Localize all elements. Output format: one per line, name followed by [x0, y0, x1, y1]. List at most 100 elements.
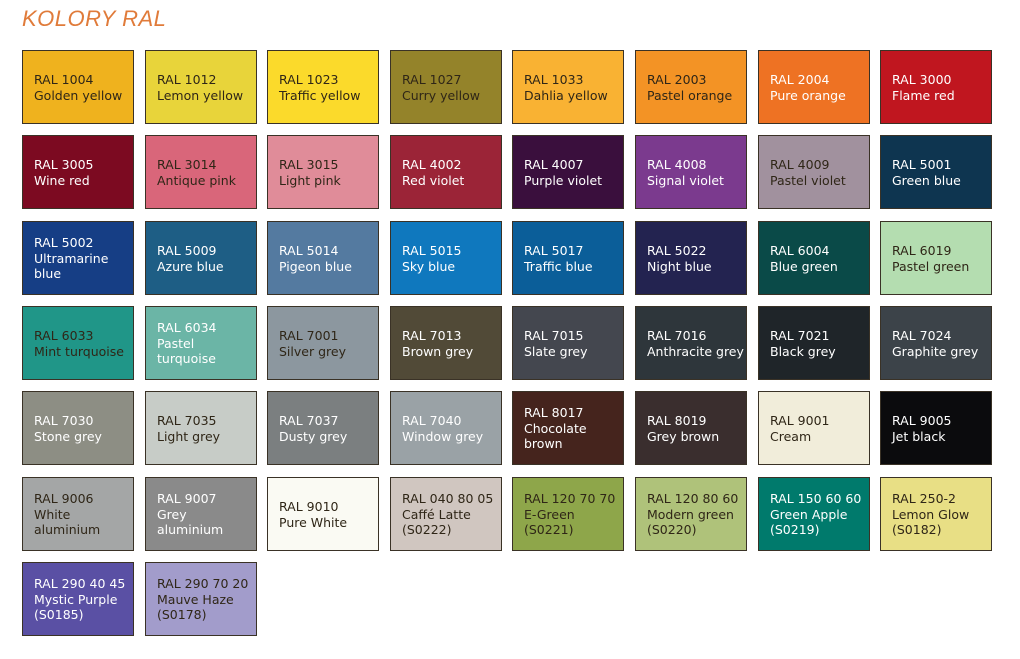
swatch-code: RAL 9010 [279, 498, 339, 514]
swatch-name: E-Green [524, 506, 575, 522]
swatch-code: RAL 1033 [524, 71, 584, 87]
swatch-name: Curry yellow [402, 87, 480, 103]
color-swatch: RAL 4002 Red violet [390, 135, 502, 209]
swatch-code: RAL 7015 [524, 327, 584, 343]
swatch-name: Traffic yellow [279, 87, 361, 103]
swatch-code: RAL 5002 [34, 235, 94, 250]
color-swatch: RAL 7013 Brown grey [390, 306, 502, 380]
swatch-name: Stone grey [34, 428, 102, 444]
swatch-code: RAL 3000 [892, 71, 952, 87]
swatch-code: RAL 4007 [524, 156, 584, 172]
swatch-name: Chocolate brown [524, 421, 587, 451]
color-swatch: RAL 1012 Lemon yellow [145, 50, 257, 124]
swatch-code: RAL 3005 [34, 156, 94, 172]
color-swatch: RAL 7035 Light grey [145, 391, 257, 465]
swatch-code: RAL 7037 [279, 412, 339, 428]
swatch-code: RAL 9006 [34, 491, 94, 506]
swatch-name: Silver grey [279, 343, 346, 359]
swatch-name: Light pink [279, 172, 341, 188]
color-swatch: RAL 7040 Window grey [390, 391, 502, 465]
color-swatch: RAL 7016 Anthracite grey [635, 306, 747, 380]
color-swatch: RAL 1027 Curry yellow [390, 50, 502, 124]
swatch-code: RAL 6033 [34, 327, 94, 343]
swatch-name: Ultramarine blue [34, 251, 109, 281]
swatch-code: RAL 8017 [524, 405, 584, 420]
swatch-code: RAL 6004 [770, 242, 830, 258]
color-swatch: RAL 3000 Flame red [880, 50, 992, 124]
color-swatch: RAL 1004 Golden yellow [22, 50, 134, 124]
swatch-name: White aluminium [34, 507, 101, 537]
swatch-ref: (S0182) [892, 521, 942, 537]
swatch-name: Wine red [34, 172, 90, 188]
color-swatch: RAL 3014 Antique pink [145, 135, 257, 209]
swatch-code: RAL 5001 [892, 156, 952, 172]
color-swatch: RAL 8019 Grey brown [635, 391, 747, 465]
swatch-code: RAL 120 70 70 [524, 490, 616, 506]
swatch-name: Pastel turquoise [157, 336, 216, 366]
swatch-name: Caffé Latte [402, 506, 471, 522]
swatch-name: Pure White [279, 514, 348, 530]
color-swatch: RAL 9005 Jet black [880, 391, 992, 465]
color-swatch: RAL 8017 Chocolate brown [512, 391, 624, 465]
swatch-code: RAL 7030 [34, 412, 94, 428]
swatch-code: RAL 5017 [524, 242, 584, 258]
color-swatch: RAL 5014 Pigeon blue [267, 221, 379, 295]
color-swatch: RAL 7024 Graphite grey [880, 306, 992, 380]
swatch-code: RAL 290 70 20 [157, 575, 249, 591]
swatch-code: RAL 1027 [402, 71, 462, 87]
color-swatch: RAL 7015 Slate grey [512, 306, 624, 380]
color-swatch: RAL 9001 Cream [758, 391, 870, 465]
color-swatch: RAL 1023 Traffic yellow [267, 50, 379, 124]
color-swatch: RAL 5017 Traffic blue [512, 221, 624, 295]
swatch-name: Red violet [402, 172, 465, 188]
swatch-name: Azure blue [157, 258, 224, 274]
swatch-name: Pastel violet [770, 172, 846, 188]
color-swatch: RAL 9006 White aluminium [22, 477, 134, 551]
swatch-name: Pigeon blue [279, 258, 352, 274]
swatch-name: Dusty grey [279, 428, 348, 444]
swatch-code: RAL 290 40 45 [34, 575, 126, 591]
color-swatch: RAL 5001 Green blue [880, 135, 992, 209]
swatch-code: RAL 040 80 05 [402, 490, 494, 506]
color-swatch: RAL 120 80 60 Modern green (S0220) [635, 477, 747, 551]
swatch-code: RAL 5022 [647, 242, 707, 258]
swatch-name: Sky blue [402, 258, 456, 274]
color-swatch: RAL 040 80 05 Caffé Latte (S0222) [390, 477, 502, 551]
color-swatch: RAL 4007 Purple violet [512, 135, 624, 209]
swatch-code: RAL 9001 [770, 412, 830, 428]
swatch-name: Golden yellow [34, 87, 123, 103]
color-swatch: RAL 6034 Pastel turquoise [145, 306, 257, 380]
color-swatch: RAL 9007 Grey aluminium [145, 477, 257, 551]
color-swatch: RAL 7001 Silver grey [267, 306, 379, 380]
swatch-code: RAL 6019 [892, 242, 952, 258]
swatch-name: Lemon yellow [157, 87, 244, 103]
color-swatch: RAL 4009 Pastel violet [758, 135, 870, 209]
color-swatch: RAL 290 70 20 Mauve Haze (S0178) [145, 562, 257, 636]
swatch-code: RAL 9007 [157, 491, 217, 506]
color-swatch: RAL 150 60 60 Green Apple (S0219) [758, 477, 870, 551]
swatch-ref: (S0219) [770, 521, 820, 537]
color-swatch: RAL 7021 Black grey [758, 306, 870, 380]
swatch-name: Brown grey [402, 343, 474, 359]
swatch-code: RAL 4002 [402, 156, 462, 172]
swatch-name: Pure orange [770, 87, 846, 103]
swatch-name: Green Apple [770, 506, 848, 522]
swatch-name: Blue green [770, 258, 838, 274]
swatch-name: Cream [770, 428, 812, 444]
swatch-ref: (S0222) [402, 521, 452, 537]
swatch-name: Mint turquoise [34, 343, 124, 359]
swatch-code: RAL 120 80 60 [647, 490, 739, 506]
color-swatch: RAL 250-2 Lemon Glow (S0182) [880, 477, 992, 551]
swatch-code: RAL 7021 [770, 327, 830, 343]
swatch-code: RAL 2003 [647, 71, 707, 87]
swatch-code: RAL 7024 [892, 327, 952, 343]
color-swatch: RAL 7037 Dusty grey [267, 391, 379, 465]
color-swatch: RAL 3005 Wine red [22, 135, 134, 209]
color-swatch: RAL 6033 Mint turquoise [22, 306, 134, 380]
swatch-name: Jet black [892, 428, 946, 444]
swatch-name: Pastel orange [647, 87, 733, 103]
color-swatch: RAL 3015 Light pink [267, 135, 379, 209]
color-swatch: RAL 6019 Pastel green [880, 221, 992, 295]
swatch-name: Grey brown [647, 428, 720, 444]
swatch-name: Window grey [402, 428, 484, 444]
